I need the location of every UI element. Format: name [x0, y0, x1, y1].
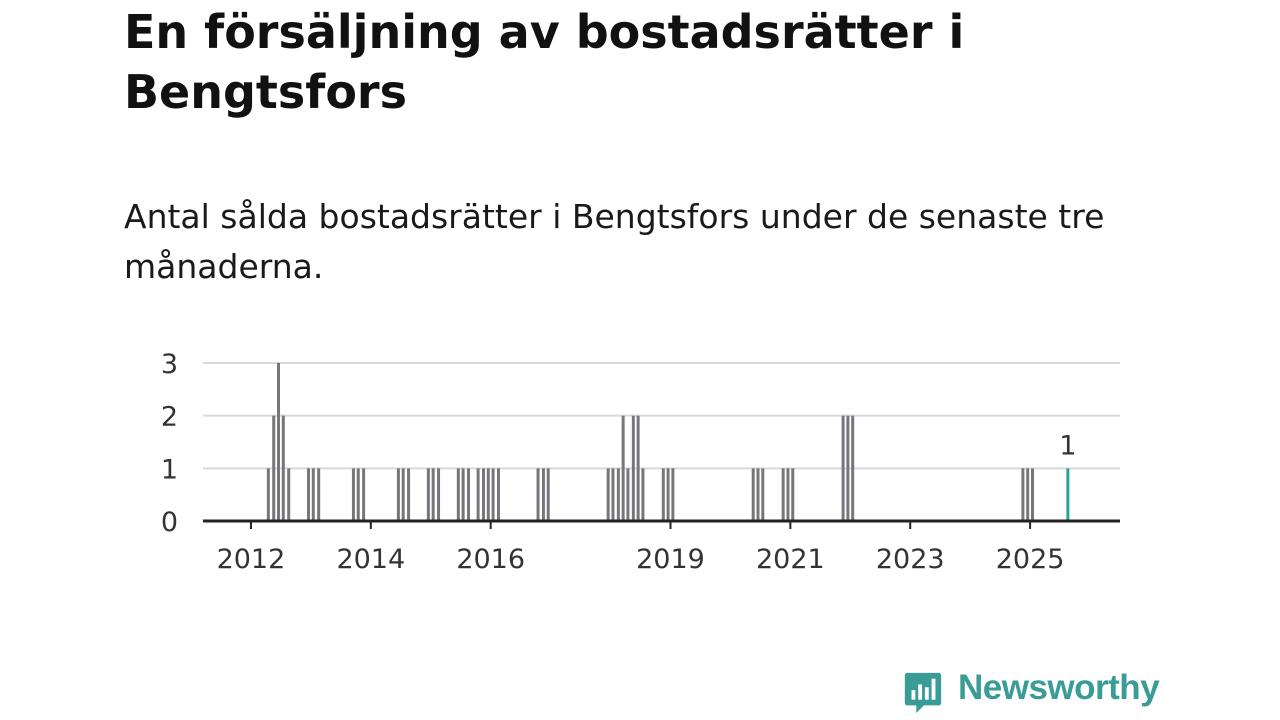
bar: [407, 468, 411, 521]
bar: [756, 468, 760, 521]
bar: [786, 468, 790, 521]
bar: [362, 468, 366, 521]
bar: [536, 468, 540, 521]
bar: [846, 415, 850, 521]
bar: [476, 468, 480, 521]
x-tick-label: 2021: [756, 544, 825, 575]
bar: [481, 468, 485, 521]
bar: [431, 468, 435, 521]
bar: [546, 468, 550, 521]
bar: [496, 468, 500, 521]
x-tick-label: 2023: [876, 544, 945, 575]
bar: [281, 415, 285, 521]
bar: [666, 468, 670, 521]
x-tick-label: 2025: [996, 544, 1065, 575]
bar: [491, 468, 495, 521]
x-tick-label: 2016: [456, 544, 525, 575]
bar: [631, 415, 635, 521]
bar: [266, 468, 270, 521]
y-tick-label: 3: [161, 349, 178, 380]
bar: [661, 468, 665, 521]
bar: [606, 468, 610, 521]
x-tick-label: 2019: [636, 544, 705, 575]
bars: [266, 363, 1070, 521]
bar: [356, 468, 360, 521]
bar: [616, 468, 620, 521]
axes: [203, 519, 1120, 529]
bar: [317, 468, 321, 521]
y-tick-label: 1: [161, 454, 178, 485]
bar: [841, 415, 845, 521]
bar: [486, 468, 490, 521]
bar: [636, 415, 640, 521]
bar: [671, 468, 675, 521]
bar: [426, 468, 430, 521]
bar: [611, 468, 615, 521]
bar-highlight: [1066, 468, 1070, 521]
bar: [1021, 468, 1025, 521]
bar: [456, 468, 460, 521]
bar: [626, 468, 630, 521]
bar: [851, 415, 855, 521]
bar: [311, 468, 315, 521]
x-tick-label: 2012: [217, 544, 286, 575]
bar: [306, 468, 310, 521]
x-tick-label: 2014: [336, 544, 405, 575]
y-tick-label: 2: [161, 402, 178, 433]
page-title: En försäljning av bostadsrätter i Bengts…: [124, 5, 965, 119]
bar: [437, 468, 441, 521]
data-label: 1: [1059, 430, 1076, 461]
bar: [621, 415, 625, 521]
bar: [401, 468, 405, 521]
gridlines: [203, 362, 1120, 470]
bar: [351, 468, 355, 521]
bar: [277, 363, 281, 521]
bar: [272, 415, 276, 521]
bar: [461, 468, 465, 521]
bar: [396, 468, 400, 521]
labels: 0 1 2 3 1 2012 2014 2016 2019 2021 2023 2025: [161, 349, 1077, 575]
bar: [781, 468, 785, 521]
chart-subtitle: Antal sålda bostadsrätter i Bengtsfors u…: [124, 197, 1105, 286]
bar: [1030, 468, 1034, 521]
bar: [541, 468, 545, 521]
bar: [1026, 468, 1030, 521]
bar: [641, 468, 645, 521]
newsworthy-logo-icon: [904, 672, 942, 714]
y-tick-label: 0: [161, 507, 178, 538]
bar: [287, 468, 291, 521]
bar: [761, 468, 765, 521]
newsworthy-brand[interactable]: Newsworthy: [958, 668, 1160, 707]
bar: [791, 468, 795, 521]
bar: [467, 468, 471, 521]
bar: [751, 468, 755, 521]
